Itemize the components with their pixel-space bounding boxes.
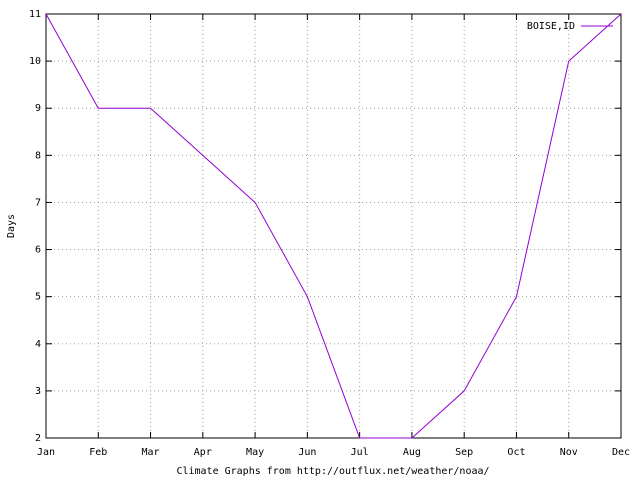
y-tick-label: 8 — [35, 150, 41, 161]
y-tick-label: 10 — [29, 56, 41, 67]
x-tick-label: Jul — [351, 447, 369, 458]
x-axis-label: Climate Graphs from http://outflux.net/w… — [176, 466, 489, 477]
x-tick-label: Apr — [194, 447, 212, 458]
x-tick-label: Aug — [403, 447, 421, 458]
y-tick-label: 3 — [35, 386, 41, 397]
y-axis-label: Days — [6, 214, 17, 238]
x-tick-label: Mar — [142, 447, 160, 458]
y-tick-label: 2 — [35, 433, 41, 444]
y-tick-label: 7 — [35, 197, 41, 208]
y-tick-label: 11 — [29, 9, 41, 20]
y-tick-label: 6 — [35, 245, 41, 256]
y-tick-label: 9 — [35, 103, 41, 114]
x-tick-label: Oct — [507, 447, 525, 458]
x-tick-label: Sep — [455, 447, 473, 458]
x-tick-label: Feb — [89, 447, 107, 458]
x-tick-label: Jun — [298, 447, 316, 458]
y-tick-label: 5 — [35, 292, 41, 303]
plot-frame — [45, 13, 622, 439]
series-line — [45, 13, 622, 439]
x-tick-label: Dec — [612, 447, 630, 458]
legend-label: BOISE,ID — [527, 21, 575, 32]
x-tick-label: Jan — [37, 447, 55, 458]
x-tick-label: May — [246, 447, 264, 458]
y-tick-label: 4 — [35, 339, 41, 350]
x-tick-label: Nov — [560, 447, 578, 458]
